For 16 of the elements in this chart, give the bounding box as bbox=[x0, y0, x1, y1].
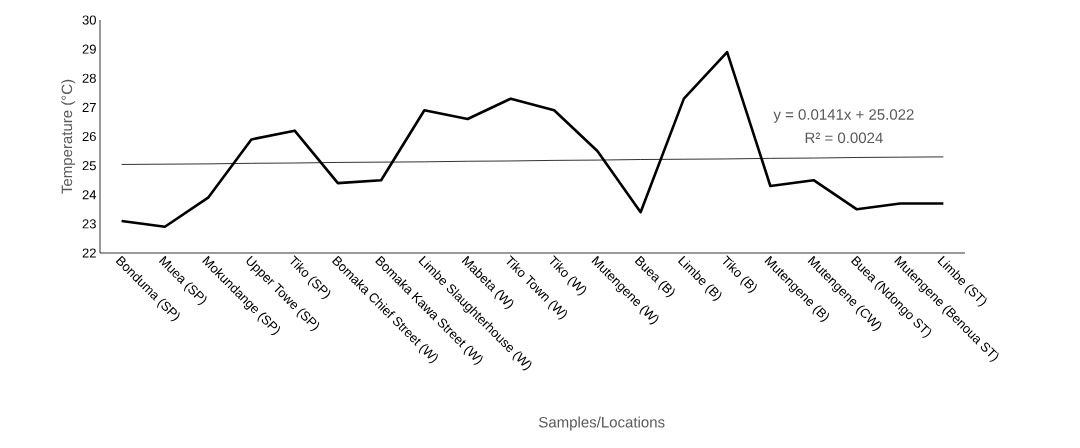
y-tick-label: 24 bbox=[82, 190, 97, 200]
line-series bbox=[120, 50, 945, 229]
y-tick-label: 22 bbox=[82, 248, 96, 258]
x-tick-label: Tiko (B) bbox=[722, 255, 757, 293]
x-axis-title: Samples/Locations bbox=[539, 416, 665, 431]
y-tick-label: 23 bbox=[82, 219, 96, 229]
y-tick-label: 29 bbox=[82, 44, 96, 54]
y-tick-label: 30 bbox=[82, 15, 96, 25]
annotation: R² = 0.0024 bbox=[805, 132, 883, 144]
y-tick-label: 27 bbox=[82, 102, 96, 112]
y-tick-label: 26 bbox=[82, 131, 96, 142]
y-tick-label: 25 bbox=[82, 161, 96, 171]
y-tick-label: 28 bbox=[82, 73, 96, 83]
x-tick-label: Tiko (W) bbox=[549, 255, 587, 296]
y-axis-title: Temperature (°C) bbox=[61, 79, 76, 194]
annotation: y = 0.0141x + 25.022 bbox=[773, 109, 914, 123]
